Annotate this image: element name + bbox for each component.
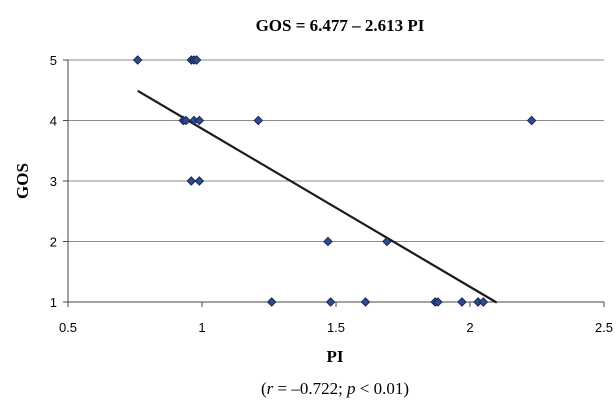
x-tick-label-2: 1.5 (327, 320, 345, 335)
data-point-19 (457, 297, 467, 307)
caption-p-value: < 0.01) (356, 379, 410, 398)
x-tick-labels: 0.5 1 1.5 2 2.5 (59, 320, 613, 335)
data-point-5 (181, 115, 191, 126)
data-point-3 (191, 55, 202, 65)
data-point-12 (323, 236, 333, 247)
y-tick-labels: 1 2 3 4 5 (50, 53, 57, 310)
chart-title: GOS = 6.477 – 2.613 PI (256, 16, 425, 35)
regression-line (137, 89, 498, 304)
x-tick-label-0: 0.5 (59, 320, 77, 335)
x-axis-title: PI (327, 347, 344, 366)
x-tick-label-3: 2 (466, 320, 473, 335)
data-point-16 (360, 297, 371, 307)
data-point-7 (194, 115, 205, 126)
data-point-15 (325, 297, 336, 307)
data-point-8 (253, 115, 264, 126)
data-point-18 (433, 297, 443, 307)
caption-p-symbol: p (346, 379, 356, 398)
data-point-21 (478, 297, 489, 307)
y-tick-label-3: 4 (50, 114, 57, 129)
data-point-0 (132, 55, 143, 65)
x-tick-label-1: 1 (198, 320, 205, 335)
data-point-14 (266, 297, 277, 307)
caption-r-value: = –0.722; (273, 379, 347, 398)
y-tick-label-0: 1 (50, 295, 57, 310)
y-tick-label-4: 5 (50, 53, 57, 68)
y-axis-title: GOS (13, 163, 32, 199)
x-tick-label-4: 2.5 (595, 320, 613, 335)
data-points (132, 55, 537, 307)
stats-caption: (r = –0.722; p < 0.01) (261, 379, 409, 398)
data-point-9 (526, 115, 537, 126)
caption-r-symbol: r (267, 379, 274, 398)
y-tick-label-1: 2 (50, 235, 57, 250)
axes (63, 59, 605, 307)
data-point-11 (194, 176, 205, 186)
caption-open: ( (261, 379, 267, 398)
data-point-13 (382, 236, 392, 247)
y-tick-label-2: 3 (50, 174, 57, 189)
data-point-10 (186, 176, 197, 186)
